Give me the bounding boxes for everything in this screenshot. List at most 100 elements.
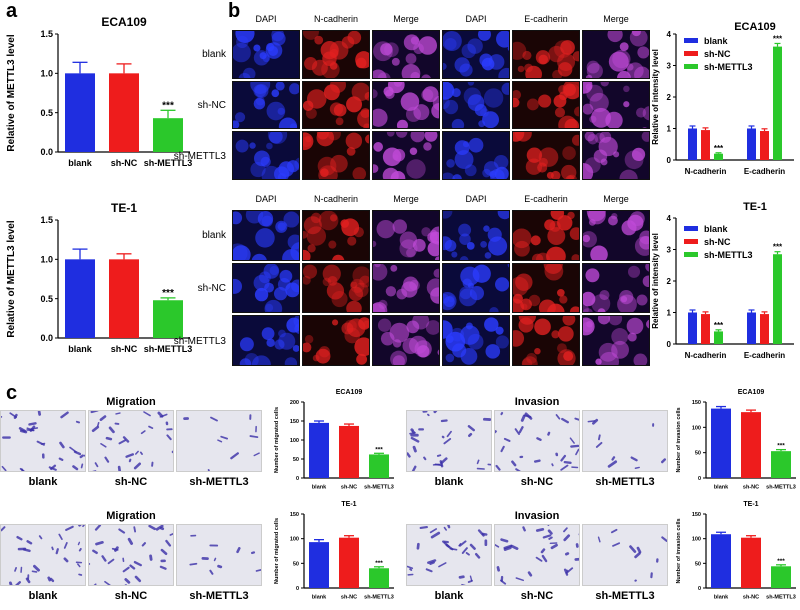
cell-blob	[233, 119, 240, 129]
cell-mark	[563, 534, 571, 542]
cell-blob	[330, 81, 347, 93]
y-tick-label: 0.0	[40, 333, 53, 343]
cell-blob	[328, 240, 337, 249]
y-axis-label: Relative of intensity level	[651, 49, 660, 145]
cell-blob	[239, 337, 254, 352]
transwell-title: Invasion	[514, 510, 560, 522]
cell-blob	[626, 318, 644, 335]
cell-blob	[315, 349, 331, 364]
y-tick-label: 0.5	[40, 294, 53, 304]
legend-entry: sh-NC	[704, 49, 731, 59]
cell-blob	[266, 101, 286, 121]
cell-mark	[101, 555, 107, 562]
cell-mark	[630, 456, 638, 462]
cell-mark	[500, 445, 505, 453]
y-tick-label: 100	[692, 425, 701, 431]
cell-mark	[434, 463, 443, 467]
y-tick-label: 0	[698, 476, 701, 482]
cell-mark	[133, 526, 137, 533]
cell-blob	[406, 159, 426, 179]
microscopy-image-svg	[303, 317, 369, 365]
cell-blob	[329, 48, 339, 58]
cell-blob	[329, 62, 338, 70]
cell-blob	[373, 69, 387, 78]
cell-blob	[278, 161, 295, 178]
microscopy-image-merge	[372, 80, 440, 130]
cell-blob	[535, 50, 551, 65]
microscopy-image-merge	[582, 315, 650, 366]
cell-blob	[376, 219, 395, 239]
chart-a-te1: TE-1 Relative of METTL3 level 0.0 0.5 1.0 1.5…	[0, 198, 200, 368]
cell-blob	[465, 322, 473, 330]
cell-mark	[14, 567, 17, 572]
microscopy-row-label: sh-NC	[197, 100, 226, 111]
cell-blob	[303, 231, 308, 239]
x-tick-label: E-cadherin	[744, 351, 785, 360]
cell-blob	[400, 92, 420, 111]
y-axis-label: Relative of intensity level	[651, 233, 660, 329]
cell-blob	[515, 273, 533, 291]
bar-sh-nc	[701, 314, 710, 344]
bar-sh-mettl3	[773, 254, 782, 344]
cell-blob	[591, 293, 611, 313]
cell-mark	[411, 465, 417, 471]
cell-blob	[433, 268, 439, 278]
cell-mark	[510, 544, 519, 550]
y-tick-label: 2	[667, 277, 672, 286]
cell-blob	[498, 67, 509, 78]
cell-mark	[107, 558, 115, 565]
cell-blob	[559, 295, 568, 304]
cell-blob	[373, 240, 377, 248]
cell-mark	[518, 426, 524, 434]
cell-blob	[447, 294, 455, 302]
cell-mark	[253, 452, 260, 457]
cell-mark	[500, 538, 509, 543]
cell-mark	[597, 536, 601, 543]
x-tick-label: sh-METTL3	[144, 344, 193, 354]
cell-blob	[253, 97, 266, 110]
transwell-image-svg	[597, 528, 667, 582]
x-tick-label: sh-METTL3	[766, 595, 796, 601]
cell-blob	[373, 302, 386, 313]
cell-blob	[477, 30, 491, 41]
cell-blob	[443, 236, 452, 251]
y-tick-label: 1	[667, 308, 672, 317]
significance-label: ***	[714, 144, 724, 153]
cell-blob	[363, 123, 369, 129]
cell-blob	[538, 94, 552, 108]
cell-blob	[233, 245, 251, 260]
cell-blob	[589, 115, 597, 123]
cell-blob	[233, 278, 242, 294]
transwell-label: sh-METTL3	[595, 590, 655, 602]
cell-mark	[515, 468, 521, 471]
cell-blob	[466, 241, 475, 250]
cell-blob	[373, 263, 388, 281]
x-tick-label: sh-NC	[743, 595, 759, 601]
cell-blob	[472, 264, 491, 283]
cell-blob	[611, 341, 629, 360]
cell-blob	[562, 146, 576, 161]
cell-blob	[544, 219, 556, 231]
cell-mark	[111, 547, 119, 551]
cell-blob	[589, 92, 609, 112]
y-tick-label: 0	[296, 586, 299, 592]
microscopy-column-label: DAPI	[255, 14, 277, 24]
cell-blob	[547, 303, 565, 313]
y-tick-label: 2	[667, 93, 672, 102]
cell-mark	[51, 546, 54, 551]
bar-sh-mettl3	[153, 300, 183, 338]
cell-mark	[449, 547, 458, 551]
microscopy-image-svg	[303, 132, 369, 179]
chart-title: TE-1	[111, 201, 137, 215]
cell-blob	[386, 132, 395, 137]
cell-blob	[495, 335, 509, 349]
cell-blob	[430, 229, 438, 237]
cell-blob	[522, 356, 538, 365]
cell-blob	[364, 91, 369, 101]
cell-blob	[513, 97, 520, 108]
bar-blank	[65, 73, 95, 152]
cell-blob	[642, 105, 649, 120]
transwell-label: blank	[434, 590, 464, 602]
legend-swatch	[684, 226, 698, 231]
y-tick-label: 1.5	[40, 29, 53, 39]
